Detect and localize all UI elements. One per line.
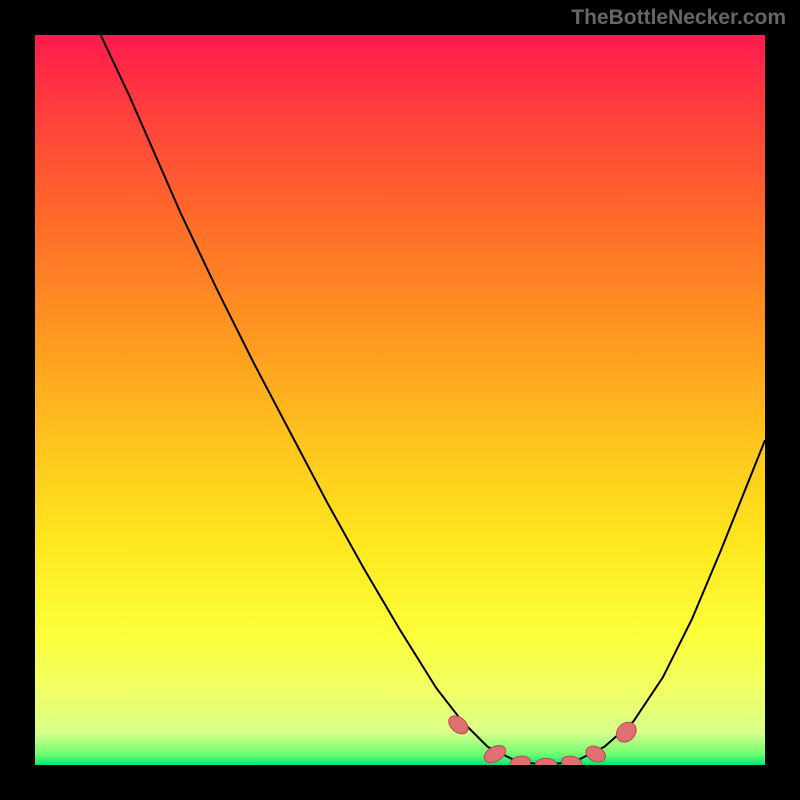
- chart-svg: [35, 35, 765, 765]
- gradient-background: [35, 35, 765, 765]
- watermark-text: TheBottleNecker.com: [571, 6, 786, 30]
- chart-container: TheBottleNecker.com: [0, 0, 800, 800]
